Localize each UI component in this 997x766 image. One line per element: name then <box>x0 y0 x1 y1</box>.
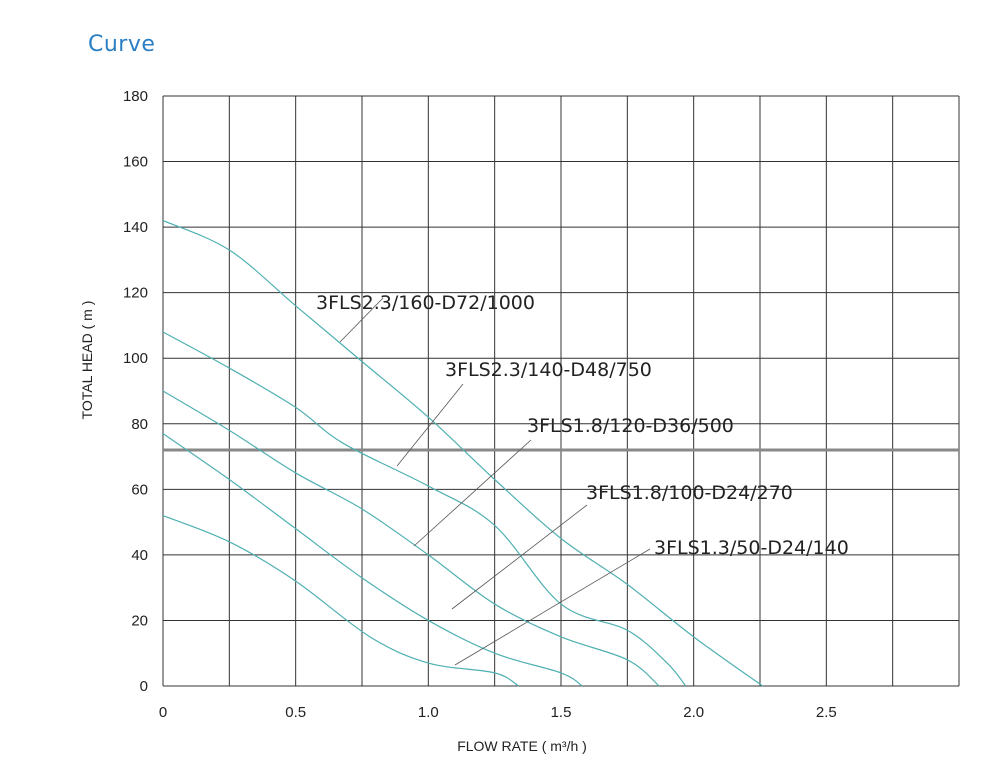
chart-ticks: 0 0.5 1.0 1.5 2.0 2.5 0 20 40 60 80 100 120 140 160 180 <box>123 88 837 721</box>
x-tick-label: 2.5 <box>816 704 837 721</box>
y-tick-label: 120 <box>123 285 148 302</box>
series-label: 3FLS1.8/100-D24/270 <box>586 482 793 504</box>
y-tick-label: 20 <box>131 612 148 629</box>
y-tick-label: 160 <box>123 154 148 171</box>
chart-curves <box>162 220 764 687</box>
series-label: 3FLS2.3/160-D72/1000 <box>316 292 535 314</box>
series-line <box>162 514 519 687</box>
y-tick-label: 100 <box>123 350 148 367</box>
y-tick-label: 180 <box>123 88 148 105</box>
x-tick-label: 0 <box>159 704 167 721</box>
x-tick-label: 1.0 <box>418 704 439 721</box>
series-line <box>162 390 660 687</box>
series-line <box>162 331 687 687</box>
y-tick-label: 140 <box>123 219 148 236</box>
chart-grid <box>162 95 960 687</box>
chart-label-leaders <box>339 297 651 666</box>
y-tick-label: 80 <box>131 416 148 433</box>
series-label: 3FLS2.3/140-D48/750 <box>445 359 652 381</box>
leader-line <box>451 504 588 610</box>
x-axis-label: FLOW RATE ( m³/h ) <box>457 738 587 754</box>
leader-line <box>396 383 464 467</box>
chart-curve-labels: 3FLS2.3/160-D72/1000 3FLS2.3/140-D48/750 3… <box>316 292 849 559</box>
leader-line <box>413 439 532 547</box>
series-line <box>162 220 764 687</box>
leader-line <box>454 548 651 666</box>
series-label: 3FLS1.8/120-D36/500 <box>527 415 734 437</box>
y-axis-label: TOTAL HEAD ( m ) <box>79 301 95 420</box>
series-label: 3FLS1.3/50-D24/140 <box>654 537 849 559</box>
series-line <box>162 433 583 687</box>
leader-line <box>339 297 384 343</box>
y-tick-label: 40 <box>131 547 148 564</box>
x-tick-label: 0.5 <box>285 704 306 721</box>
y-tick-label: 0 <box>140 678 148 695</box>
x-tick-label: 1.5 <box>551 704 572 721</box>
page-title: Curve <box>88 32 156 57</box>
y-tick-label: 60 <box>131 481 148 498</box>
x-tick-label: 2.0 <box>683 704 704 721</box>
